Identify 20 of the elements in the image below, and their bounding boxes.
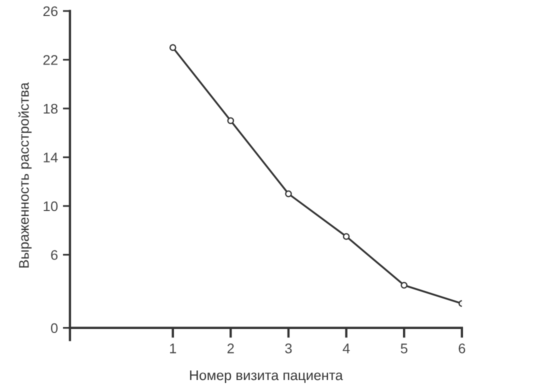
y-tick-label: 26 — [43, 6, 58, 16]
y-axis-title: Выраженность расстройства — [18, 82, 32, 268]
point — [342, 233, 350, 240]
x-tick-label: 5 — [400, 344, 408, 354]
x-tick-label: 6 — [458, 344, 466, 354]
y-tick-label: 0 — [50, 323, 58, 334]
y-tick-label: 18 — [44, 104, 58, 114]
point — [227, 117, 234, 124]
y-tick-label: 14 — [44, 152, 58, 162]
x-tick-label: 4 — [342, 344, 350, 354]
point — [169, 44, 176, 51]
point — [285, 190, 292, 198]
x-tick-label: 3 — [285, 344, 292, 354]
y-tick-label: 6 — [51, 250, 58, 260]
x-tick-label: 2 — [228, 344, 234, 354]
x-tick-label: 1 — [170, 344, 176, 354]
point — [400, 282, 408, 289]
y-tick-label: 22 — [43, 55, 58, 65]
y-tick-label: 10 — [44, 201, 58, 212]
x-axis-title: Номер визита пациента — [190, 370, 343, 383]
